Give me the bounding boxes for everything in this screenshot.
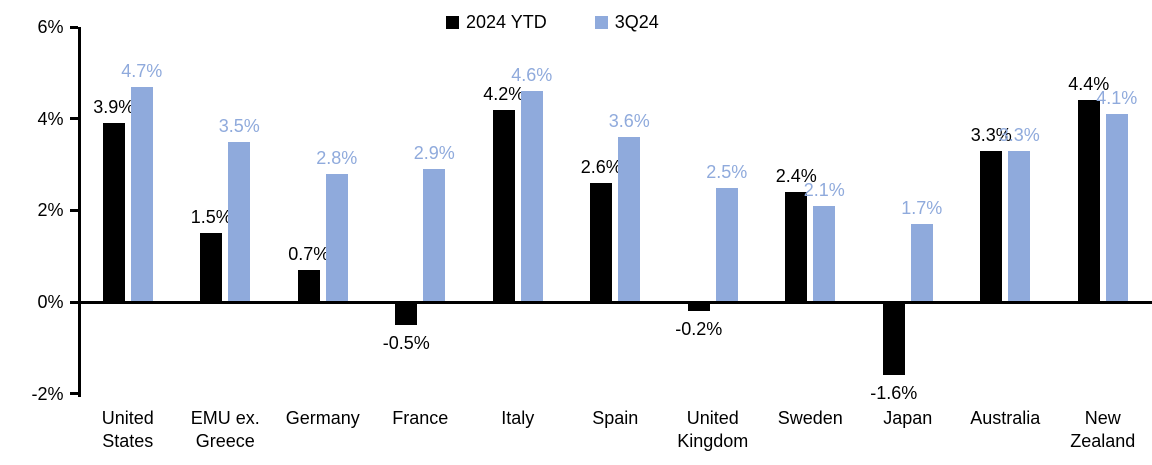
bar-3q24-italy — [520, 91, 543, 302]
data-label-2024-ytd-spain: 2.6% — [580, 156, 622, 177]
data-label-3q24-new-zealand: 4.1% — [1096, 88, 1138, 109]
bar-3q24-united-states — [130, 86, 153, 302]
y-axis-tick — [69, 300, 78, 304]
bar-2024-ytd-australia — [980, 150, 1003, 302]
y-axis-tick-label: 0% — [37, 292, 64, 312]
category-label-france: France — [392, 408, 449, 428]
data-label-3q24-united-kingdom: 2.5% — [706, 161, 748, 182]
data-label-3q24-france: 2.9% — [413, 143, 455, 164]
y-axis-tick — [69, 117, 78, 121]
legend-swatch-3q24-icon — [594, 15, 608, 29]
bar-3q24-germany — [325, 173, 348, 302]
data-label-2024-ytd-united-states: 3.9% — [93, 97, 135, 118]
category-label-italy: Italy — [501, 408, 535, 428]
bar-2024-ytd-japan — [882, 302, 905, 376]
chart-legend: 2024 YTD 3Q24 — [446, 11, 659, 33]
bar-2024-ytd-united-states — [102, 123, 125, 302]
data-label-3q24-australia: 3.3% — [998, 124, 1040, 145]
data-label-3q24-united-states: 4.7% — [121, 60, 163, 81]
category-label-spain: Spain — [592, 408, 639, 428]
y-axis-tick — [69, 25, 78, 29]
data-label-2024-ytd-japan: -1.6% — [870, 383, 918, 404]
legend-item-3q24: 3Q24 — [594, 11, 659, 33]
data-label-2024-ytd-emu-ex-greece: 1.5% — [190, 207, 232, 228]
data-label-2024-ytd-australia: 3.3% — [970, 124, 1012, 145]
category-label-emu-ex-greece: EMU ex. Greece — [190, 408, 260, 451]
category-label-new-zealand: New Zealand — [1070, 408, 1136, 451]
y-axis-tick-label: -2% — [31, 383, 64, 404]
category-label-united-states: United States — [101, 408, 154, 451]
bar-3q24-australia — [1008, 150, 1031, 302]
category-label-united-kingdom: United Kingdom — [677, 408, 749, 451]
bar-3q24-france — [423, 169, 446, 302]
data-label-2024-ytd-france: -0.5% — [382, 332, 430, 353]
bar-2024-ytd-united-kingdom — [687, 302, 710, 312]
data-label-3q24-spain: 3.6% — [608, 111, 650, 132]
data-label-3q24-emu-ex-greece: 3.5% — [218, 115, 260, 136]
y-axis-tick-label: 6% — [37, 17, 64, 38]
data-label-3q24-italy: 4.6% — [511, 65, 553, 86]
category-label-australia: Australia — [970, 408, 1041, 428]
legend-item-2024-ytd: 2024 YTD — [446, 12, 547, 33]
y-axis-tick-label: 4% — [37, 108, 64, 129]
data-label-2024-ytd-new-zealand: 4.4% — [1068, 74, 1110, 95]
data-label-2024-ytd-united-kingdom: -0.2% — [675, 319, 723, 340]
data-label-2024-ytd-sweden: 2.4% — [775, 166, 817, 187]
bar-2024-ytd-sweden — [785, 192, 808, 302]
bar-2024-ytd-emu-ex-greece — [200, 233, 223, 302]
bar-3q24-japan — [910, 224, 933, 302]
bar-3q24-spain — [618, 137, 641, 302]
x-axis-line — [77, 300, 1152, 304]
data-label-3q24-japan: 1.7% — [901, 198, 943, 219]
y-axis-tick-label: 2% — [37, 200, 64, 221]
bar-3q24-united-kingdom — [715, 187, 738, 302]
y-axis-line — [77, 27, 81, 397]
bar-2024-ytd-new-zealand — [1077, 100, 1100, 302]
legend-label-3q24: 3Q24 — [614, 11, 659, 32]
legend-swatch-2024-ytd-icon — [446, 15, 459, 29]
bar-2024-ytd-germany — [297, 269, 320, 302]
data-label-2024-ytd-italy: 4.2% — [483, 83, 525, 104]
y-axis-tick — [69, 392, 78, 396]
bar-3q24-emu-ex-greece — [228, 141, 251, 302]
category-label-germany: Germany — [285, 408, 360, 428]
bar-2024-ytd-spain — [590, 182, 613, 302]
y-axis-tick — [69, 208, 78, 212]
data-label-3q24-germany: 2.8% — [316, 147, 358, 168]
data-label-3q24-sweden: 2.1% — [803, 179, 845, 200]
category-label-sweden: Sweden — [777, 408, 843, 428]
bar-2024-ytd-france — [395, 302, 418, 325]
bar-2024-ytd-italy — [492, 109, 515, 302]
legend-label-2024-ytd: 2024 YTD — [466, 11, 547, 32]
bar-3q24-new-zealand — [1105, 114, 1128, 302]
data-label-2024-ytd-germany: 0.7% — [288, 243, 330, 264]
category-label-japan: Japan — [883, 408, 933, 428]
bar-3q24-sweden — [813, 205, 836, 302]
